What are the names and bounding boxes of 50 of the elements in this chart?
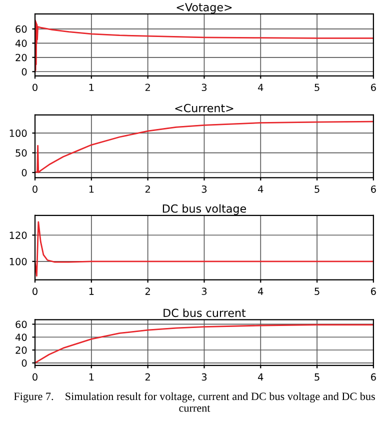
line-series: [35, 120, 374, 174]
y-tick-label: 100: [10, 258, 27, 266]
chart-title: <Votage>: [176, 3, 232, 14]
y-tick-label: 40: [15, 334, 27, 341]
x-tick-label: 5: [314, 84, 320, 92]
y-tick-label: 50: [16, 149, 27, 157]
x-tick-label: 6: [371, 185, 376, 193]
y-tick-label: 60: [16, 320, 27, 328]
x-tick-label: 0: [32, 185, 38, 193]
y-tick-label: 0: [22, 359, 27, 367]
line-series: [35, 221, 374, 277]
chart-title: DC bus voltage: [162, 204, 246, 215]
x-tick-label: 4: [258, 84, 264, 91]
y-tick-label: 60: [16, 25, 27, 33]
y-tick-label: 20: [16, 54, 27, 62]
x-tick-label: 1: [89, 373, 94, 381]
x-tick-label: 3: [202, 373, 207, 381]
y-tick-label: 20: [16, 346, 27, 354]
x-tick-label: 2: [145, 288, 150, 295]
line-series: [35, 324, 374, 364]
x-tick-label: 1: [89, 186, 94, 193]
x-tick-label: 6: [371, 84, 376, 92]
x-tick-label: 6: [371, 288, 376, 296]
x-tick-label: 3: [202, 185, 207, 193]
y-tick-label: 100: [10, 130, 27, 137]
x-tick-label: 4: [258, 186, 264, 193]
x-tick-label: 2: [145, 373, 150, 381]
x-tick-label: 5: [314, 288, 320, 296]
x-tick-label: 1: [89, 288, 94, 295]
x-tick-label: 2: [145, 185, 150, 193]
chart-title: DC bus current: [164, 308, 246, 318]
line-series: [35, 20, 374, 72]
x-tick-label: 1: [89, 84, 94, 91]
x-tick-label: 4: [258, 373, 264, 381]
x-tick-label: 5: [314, 186, 320, 193]
x-tick-label: 5: [314, 373, 320, 381]
y-tick-label: 0: [22, 68, 27, 76]
x-tick-label: 4: [258, 288, 264, 295]
x-tick-label: 2: [145, 84, 150, 91]
caption: Figure 7. Simulation result for voltage, current and DC bus voltage and DC bus current: [14, 392, 375, 412]
x-tick-label: 0: [32, 373, 38, 381]
y-tick-label: 0: [22, 169, 27, 176]
x-tick-label: 3: [202, 84, 207, 92]
y-tick-label: 40: [15, 40, 27, 47]
x-tick-label: 3: [202, 288, 207, 296]
chart-title: <Current>: [175, 104, 234, 112]
x-tick-label: 0: [32, 288, 38, 296]
y-tick-label: 120: [10, 232, 27, 239]
x-tick-label: 6: [371, 373, 376, 381]
x-tick-label: 0: [32, 84, 38, 92]
